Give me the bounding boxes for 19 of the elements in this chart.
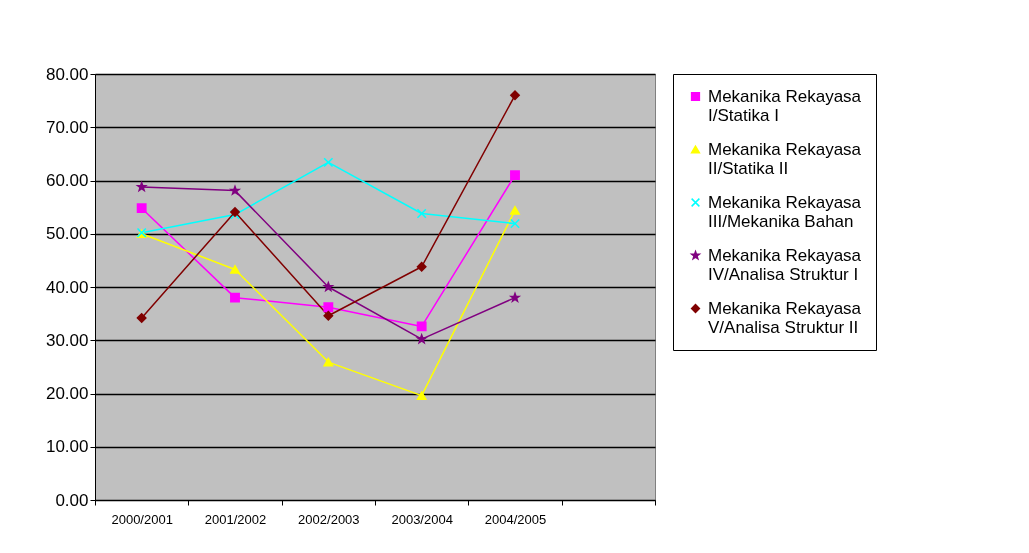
legend-label: Mekanika Rekayasa II/Statika II	[708, 139, 862, 178]
legend-label: Mekanika Rekayasa IV/Analisa Struktur I	[708, 245, 862, 284]
y-tick-label: 80.00	[45, 64, 89, 84]
y-tick-label: 60.00	[45, 171, 89, 190]
legend-label: Mekanika Rekayasa III/Mekanika Bahan	[708, 192, 862, 231]
y-tick-label: 20.00	[45, 384, 89, 403]
x-tick-label: 2003/2004	[391, 511, 453, 527]
y-tick-label: 40.00	[45, 277, 89, 297]
y-tick-label: 70.00	[45, 117, 89, 137]
x-tick-label: 2001/2002	[204, 511, 267, 527]
y-tick-label: 10.00	[45, 437, 89, 457]
legend-label: Mekanika Rekayasa I/Statika I	[708, 86, 862, 125]
y-tick-label: 0.00	[55, 490, 89, 510]
y-tick-label: 30.00	[45, 330, 89, 350]
legend-label: Mekanika Rekayasa V/Analisa Struktur II	[708, 298, 862, 337]
x-tick-label: 2004/2005	[484, 511, 547, 527]
y-tick-label: 50.00	[45, 224, 89, 244]
x-tick-label: 2002/2003	[298, 511, 360, 527]
x-tick-label: 2000/2001	[111, 511, 173, 527]
